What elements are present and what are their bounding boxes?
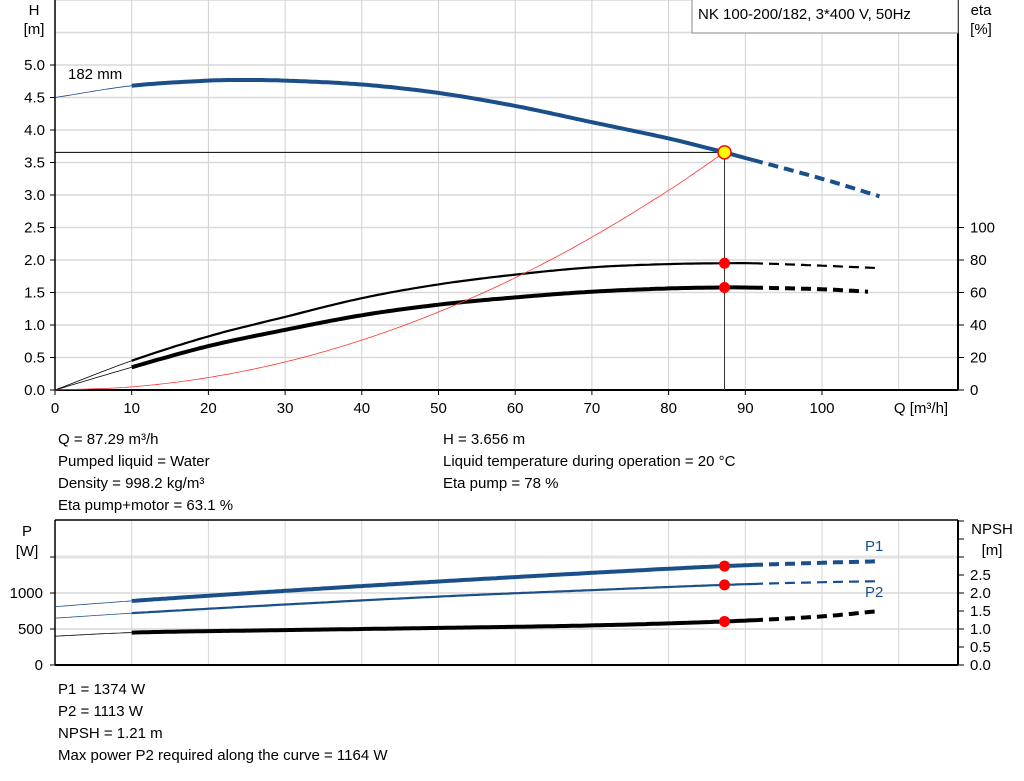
p1-duty-point [719, 560, 731, 572]
eta-pump-extrapolated-end [753, 262, 880, 270]
info-q: Q = 87.29 m³/h [58, 431, 159, 448]
eta-tick-label: 100 [970, 220, 995, 237]
P2-extrapolated-end [752, 580, 880, 586]
P2-extrapolated-start [54, 612, 132, 619]
eta-pump-motor-extrapolated-end [752, 285, 869, 294]
h-tick-label: 3.5 [24, 155, 45, 172]
npsh-duty-point [719, 615, 731, 627]
duty-point [717, 145, 732, 160]
h-tick-label: 1.5 [24, 285, 45, 302]
h-axis-unit: [m] [24, 21, 45, 38]
duty-info-left: Q = 87.29 m³/h Pumped liquid = Water Den… [58, 429, 233, 517]
q-tick-label: 40 [353, 400, 370, 417]
h-tick-label: 5.0 [24, 57, 45, 74]
p-tick-label: 1000 [10, 585, 43, 602]
eta-pump-motor-extrapolated-start [54, 366, 132, 391]
q-axis-label: Q [m³/h] [894, 400, 948, 417]
chart-title: NK 100-200/182, 3*400 V, 50Hz [698, 6, 911, 23]
P1-extrapolated-end [752, 559, 880, 567]
p-axis-unit: [W] [16, 543, 39, 560]
eta-tick-label: 60 [970, 285, 987, 302]
h-tick-label: 0.5 [24, 350, 45, 367]
eta-tick-label: 0 [970, 382, 978, 399]
npsh-tick-label: 1.0 [970, 621, 991, 638]
npsh-tick-label: 0.5 [970, 639, 991, 656]
npsh-tick-label: 2.5 [970, 567, 991, 584]
q-tick-label: 50 [430, 400, 447, 417]
P1-extrapolated-start [54, 600, 132, 608]
info-p1: P1 = 1374 W [58, 681, 146, 698]
q-tick-label: 90 [737, 400, 754, 417]
info-temperature: Liquid temperature during operation = 20… [443, 453, 736, 470]
npsh-tick-label: 2.0 [970, 585, 991, 602]
npsh-tick-label: 0.0 [970, 657, 991, 674]
h-tick-label: 3.0 [24, 187, 45, 204]
power-info: P1 = 1374 W P2 = 1113 W NPSH = 1.21 m Ma… [58, 679, 388, 767]
eta-tick-label: 20 [970, 350, 987, 367]
NPSH-line [131, 618, 754, 635]
info-eta-pump-motor: Eta pump+motor = 63.1 % [58, 497, 234, 514]
info-max-p2: Max power P2 required along the curve = … [58, 747, 388, 764]
NPSH-extrapolated-start [54, 632, 132, 637]
eta-pump-extrapolated-start [54, 360, 132, 391]
p-axis-label: P [22, 523, 32, 540]
info-liquid: Pumped liquid = Water [58, 453, 210, 470]
info-density: Density = 998.2 kg/m³ [58, 475, 205, 492]
info-npsh: NPSH = 1.21 m [58, 725, 163, 742]
head-line [131, 78, 754, 162]
info-eta-pump: Eta pump = 78 % [443, 475, 559, 492]
p-tick-label: 0 [35, 657, 43, 674]
info-p2: P2 = 1113 W [58, 703, 143, 720]
head-extrapolated-end [752, 158, 881, 199]
q-tick-label: 30 [277, 400, 294, 417]
P1-line [131, 562, 754, 603]
p2-duty-point [719, 579, 731, 591]
q-tick-label: 20 [200, 400, 217, 417]
eta-pump-line [131, 262, 754, 362]
eta-tick-label: 40 [970, 317, 987, 334]
q-tick-label: 100 [809, 400, 834, 417]
info-h: H = 3.656 m [443, 431, 526, 448]
eta-tick-label: 80 [970, 252, 987, 269]
eta-axis-label: eta [971, 2, 993, 19]
h-tick-label: 0.0 [24, 382, 45, 399]
eta-pump-duty-point [719, 257, 731, 269]
q-tick-label: 0 [51, 400, 59, 417]
h-tick-label: 2.0 [24, 252, 45, 269]
q-tick-label: 70 [584, 400, 601, 417]
p1-series-label: P1 [865, 538, 883, 555]
h-tick-label: 1.0 [24, 317, 45, 334]
P2-line [131, 582, 754, 615]
h-tick-label: 4.5 [24, 90, 45, 107]
impeller-diameter-label: 182 mm [68, 66, 122, 83]
h-tick-label: 4.0 [24, 122, 45, 139]
npsh-axis-label: NPSH [971, 521, 1013, 538]
title-box [691, 0, 959, 34]
npsh-tick-label: 1.5 [970, 603, 991, 620]
q-tick-label: 80 [660, 400, 677, 417]
q-tick-label: 10 [123, 400, 140, 417]
eta-axis-unit: [%] [970, 21, 992, 38]
npsh-axis-unit: [m] [982, 542, 1003, 559]
q-tick-label: 60 [507, 400, 524, 417]
p-tick-label: 500 [18, 621, 43, 638]
h-tick-label: 2.5 [24, 220, 45, 237]
NPSH-extrapolated-end [752, 609, 880, 623]
eta-pump-motor-line [131, 285, 753, 370]
h-axis-label: H [29, 2, 40, 19]
system-curve-line [54, 152, 725, 391]
p2-series-label: P2 [865, 584, 883, 601]
duty-info-right: H = 3.656 m Liquid temperature during op… [443, 429, 735, 495]
eta-pump-motor-duty-point [719, 281, 731, 293]
head-extrapolated-start [54, 85, 132, 98]
